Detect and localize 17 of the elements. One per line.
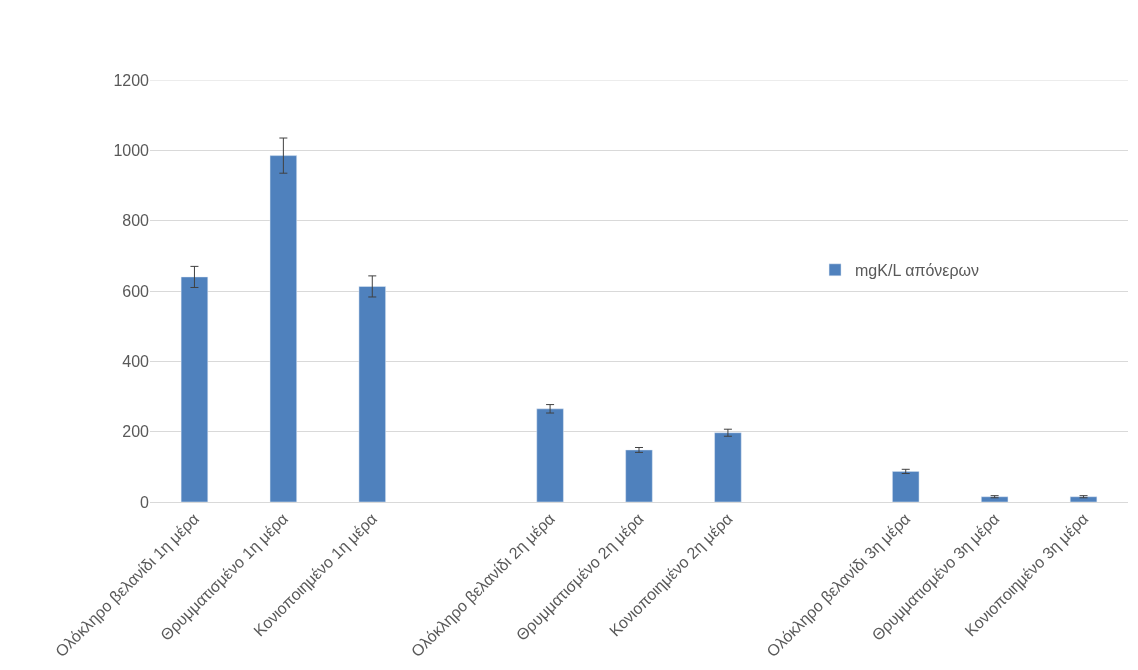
- bar: [536, 408, 564, 502]
- bar: [981, 496, 1009, 502]
- y-tick-label: 800: [122, 212, 150, 230]
- bar: [625, 449, 653, 502]
- bar: [1069, 496, 1098, 502]
- bar: [714, 432, 742, 502]
- y-tick-label: 0: [140, 493, 150, 511]
- y-tick-label: 200: [122, 423, 150, 441]
- legend-label: mgK/L απόνερων: [855, 262, 980, 280]
- y-tick-label: 600: [122, 282, 150, 300]
- y-tick-label: 1000: [113, 141, 150, 159]
- y-tick-label: 1200: [113, 71, 150, 89]
- bar: [358, 286, 386, 502]
- bar: [180, 276, 209, 502]
- bar: [269, 155, 297, 502]
- y-tick-label: 400: [122, 352, 150, 370]
- bar: [892, 471, 920, 502]
